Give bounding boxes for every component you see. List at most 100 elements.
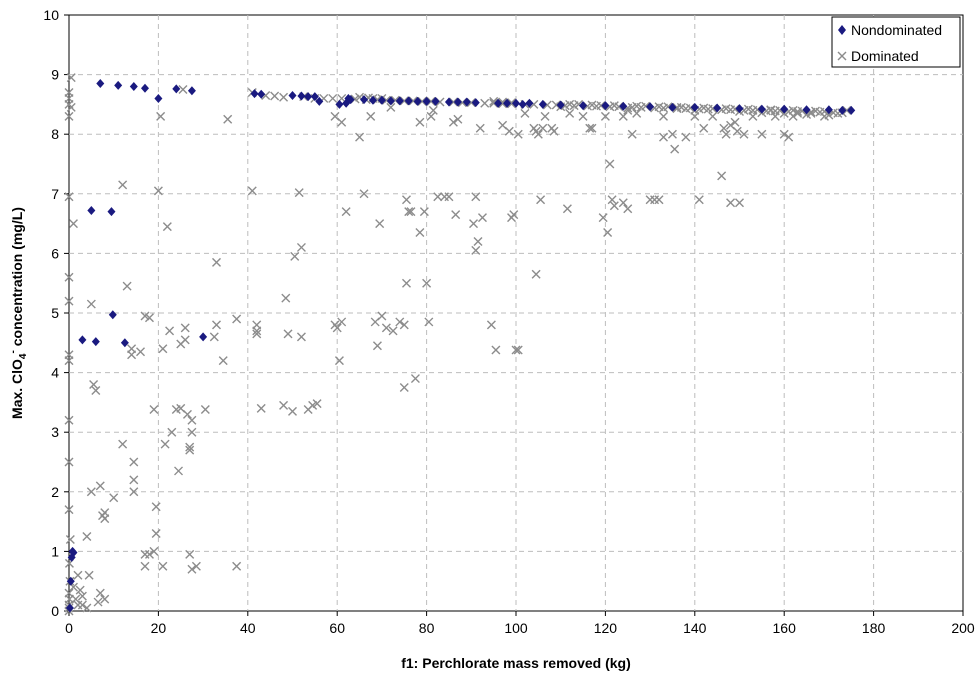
dominated-point <box>531 269 541 279</box>
dominated-point <box>419 207 429 217</box>
dominated-point <box>448 97 458 107</box>
dominated-point <box>410 374 420 384</box>
legend: Nondominated Dominated <box>831 16 961 68</box>
dominated-point <box>212 320 222 330</box>
dominated-point <box>144 549 154 559</box>
nondominated-point <box>91 337 100 347</box>
dominated-point <box>375 219 385 229</box>
dominated-point <box>578 111 588 121</box>
dominated-point <box>156 111 166 121</box>
nondominated-point <box>422 96 431 106</box>
nondominated-point <box>395 96 404 106</box>
nondominated-point <box>713 103 722 113</box>
dominated-point <box>288 406 297 416</box>
nondominated-point <box>96 79 105 89</box>
x-tick-label: 180 <box>862 620 886 636</box>
dominated-point <box>424 317 434 327</box>
tick-layer: 0 20 40 60 80 100 120 140 160 180 200 0 1 2 3 4 5 6 7 8 9 10 <box>43 7 974 636</box>
nondominated-point <box>556 100 565 110</box>
dominated-point <box>151 529 161 539</box>
dominated-point <box>187 564 197 574</box>
dominated-point <box>294 188 304 198</box>
dominated-point <box>399 383 409 392</box>
dominated-point <box>281 293 291 303</box>
nondominated-point <box>65 603 74 613</box>
dominated-point <box>136 347 146 357</box>
dominated-point <box>538 123 548 133</box>
nondominated-point <box>619 101 628 111</box>
y-tick-label: 9 <box>51 67 59 83</box>
dominated-point <box>178 85 188 94</box>
dominated-point <box>64 87 74 97</box>
dominated-point <box>312 399 322 409</box>
nondominated-point <box>335 99 344 109</box>
y-tick-label: 1 <box>51 543 59 559</box>
dominated-point <box>372 341 382 351</box>
x-tick-label: 0 <box>65 620 73 636</box>
nondominated-point <box>66 576 75 586</box>
dominated-point <box>180 335 190 345</box>
x-tick-label: 200 <box>951 620 975 636</box>
dominated-point <box>82 603 92 613</box>
y-tick-label: 10 <box>43 7 59 23</box>
dominated-point <box>64 272 74 282</box>
dominated-point <box>167 427 177 437</box>
dominated-point <box>153 186 163 196</box>
dominated-series <box>64 73 852 616</box>
nondominated-point <box>310 92 319 102</box>
dominated-point <box>359 189 369 199</box>
dominated-point <box>296 242 306 252</box>
dominated-point <box>469 219 479 229</box>
nondominated-point <box>601 101 610 111</box>
dominated-point <box>270 91 280 101</box>
dominated-point <box>149 405 159 415</box>
dominated-point <box>174 466 184 476</box>
dominated-point <box>509 210 519 220</box>
y-axis-title-group: Max. ClO4- concentration (mg/L) <box>8 207 29 419</box>
dominated-point <box>549 126 559 136</box>
dominated-point <box>89 380 99 390</box>
dominated-point <box>290 251 300 261</box>
dominated-point <box>504 126 514 136</box>
dominated-point <box>337 317 347 327</box>
dominated-point <box>68 219 78 229</box>
dominated-point <box>489 98 499 108</box>
nondominated-point <box>257 89 266 99</box>
legend-nondominated-marker <box>838 25 846 35</box>
nondominated-point <box>346 95 355 105</box>
dominated-point <box>802 110 812 120</box>
y-tick-label: 3 <box>51 424 59 440</box>
dominated-point <box>118 439 128 449</box>
dominated-point <box>187 427 197 437</box>
dominated-point <box>824 110 834 120</box>
dominated-point <box>252 320 262 330</box>
nondominated-point <box>802 105 811 115</box>
dominated-point <box>218 356 228 366</box>
dominated-point <box>757 129 767 139</box>
dominated-point <box>743 104 753 114</box>
dominated-point <box>565 99 575 109</box>
dominated-point <box>654 195 664 205</box>
y-tick-label: 0 <box>51 603 59 619</box>
dominated-point <box>77 591 87 601</box>
nondominated-point <box>668 102 677 112</box>
dominated-point <box>609 201 619 211</box>
x-tick-label: 140 <box>683 620 707 636</box>
y-axis-title-suffix: concentration (mg/L) <box>9 207 25 350</box>
dominated-point <box>93 597 103 607</box>
nondominated-point <box>78 335 87 345</box>
dominated-point <box>129 457 139 467</box>
nondominated-point <box>512 98 520 108</box>
dominated-point <box>158 561 168 571</box>
dominated-point <box>84 570 94 580</box>
dominated-point <box>328 93 338 103</box>
dominated-point <box>426 96 436 106</box>
dominated-point <box>64 457 74 467</box>
dominated-point <box>717 171 727 181</box>
dominated-point <box>721 104 731 114</box>
dominated-point <box>533 129 543 139</box>
dominated-point <box>66 102 76 112</box>
dominated-point <box>86 299 96 309</box>
dominated-point <box>477 213 487 223</box>
